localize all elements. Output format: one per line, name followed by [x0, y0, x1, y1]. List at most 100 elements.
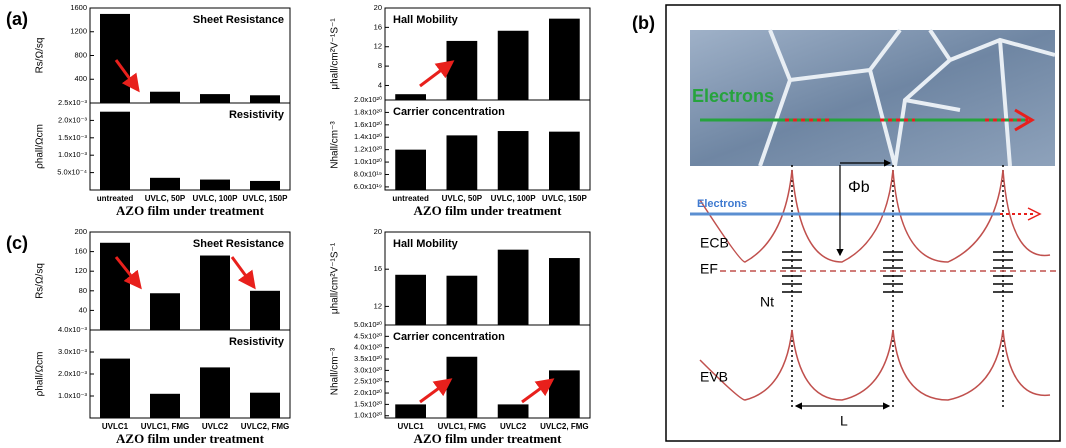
bar — [200, 256, 230, 330]
x-axis-label: AZO film under treatment — [116, 431, 265, 446]
y-tick-label: 4.0x10⁻³ — [58, 325, 87, 334]
bar — [549, 370, 580, 418]
arrow — [232, 257, 254, 287]
barrier-label: Φb — [848, 179, 870, 196]
y-tick-label: 1.2x10²⁰ — [354, 145, 382, 154]
conduction-band — [700, 170, 1050, 262]
x-tick-label: untreated — [392, 194, 429, 203]
y-tick-label: 1600 — [70, 3, 87, 12]
x-tick-label: UVLC, 150P — [542, 194, 588, 203]
y-tick-label: 3.5x10²⁰ — [354, 354, 382, 363]
y-tick-label: 800 — [74, 50, 87, 59]
bar — [498, 404, 529, 418]
y-tick-label: 20 — [374, 3, 382, 12]
bar — [250, 181, 280, 190]
x-tick-label: UVLC1, FMG — [141, 422, 189, 431]
y-tick-label: 2.0x10²⁰ — [354, 388, 382, 397]
plot-annotation: Sheet Resistance — [193, 14, 284, 26]
y-tick-label: 80 — [79, 286, 87, 295]
panel-label: (b) — [632, 13, 655, 33]
y-axis-label: Rs/Ω/sq — [35, 263, 46, 299]
y-tick-label: 2.5x10⁻³ — [58, 98, 87, 107]
x-axis-label: AZO film under treatment — [414, 431, 563, 446]
x-tick-label: UVLC1 — [398, 422, 425, 431]
plot-annotation: Resistivity — [229, 336, 285, 348]
ecb-label: ECB — [700, 235, 729, 251]
y-tick-label: 2.0x10⁻³ — [58, 115, 87, 124]
y-tick-label: 1.5x10⁻³ — [58, 133, 87, 142]
y-axis-label: μhall/cm²V⁻¹S⁻¹ — [330, 242, 341, 314]
x-tick-label: UVLC2, FMG — [241, 422, 289, 431]
y-tick-label: 2.0x10²⁰ — [354, 95, 382, 104]
diagram: Electrons Electrons Φb ECB EF Nt EVB L (… — [632, 5, 1060, 441]
bar — [498, 250, 529, 325]
y-tick-label: 160 — [74, 247, 87, 256]
figure: AZO film under treatment Nhall/cm⁻³ Carrie… — [0, 0, 1066, 448]
y-tick-label: 1.4x10²⁰ — [354, 132, 382, 141]
y-tick-label: 1.6x10²⁰ — [354, 120, 382, 129]
bar — [395, 150, 426, 190]
bar — [447, 357, 478, 418]
y-tick-label: 40 — [79, 305, 87, 314]
y-tick-label: 200 — [74, 227, 87, 236]
plot-annotation: Hall Mobility — [393, 238, 459, 250]
valence-band — [700, 330, 1050, 400]
arrow — [420, 380, 450, 402]
bar — [549, 19, 580, 100]
bar — [447, 276, 478, 325]
evb-label: EVB — [700, 369, 728, 385]
trap-states — [782, 252, 1013, 292]
bar — [150, 178, 180, 190]
x-tick-label: UVLC, 150P — [243, 194, 289, 203]
arrow-head — [1028, 208, 1040, 220]
trap-marks — [782, 252, 1013, 292]
y-tick-label: 3.0x10⁻³ — [58, 347, 87, 356]
y-tick-label: 4 — [378, 80, 382, 89]
band-electrons: Electrons — [697, 198, 747, 210]
plot-annotation: Resistivity — [229, 109, 285, 121]
y-tick-label: 6.0x10¹⁹ — [354, 182, 382, 191]
y-tick-label: 5.0x10⁻⁴ — [57, 168, 87, 177]
bar — [200, 180, 230, 190]
y-axis-label: Rs/Ω/sq — [35, 38, 46, 74]
bar — [498, 131, 529, 190]
x-axis-label: AZO film under treatment — [116, 203, 265, 218]
y-axis-label: Nhall/cm⁻³ — [330, 347, 341, 395]
y-tick-label: 4.0x10²⁰ — [354, 343, 382, 352]
bar — [100, 243, 130, 330]
bar — [250, 291, 280, 330]
y-tick-label: 1200 — [70, 27, 87, 36]
bar — [250, 95, 280, 103]
x-tick-label: UVLC1, FMG — [438, 422, 486, 431]
y-tick-label: 20 — [374, 227, 382, 236]
nt-label: Nt — [760, 294, 774, 310]
ef-label: EF — [700, 261, 718, 277]
y-tick-label: 1.0x10⁻³ — [58, 391, 87, 400]
x-tick-label: UVLC, 100P — [491, 194, 537, 203]
plot-annotation: Hall Mobility — [393, 14, 459, 26]
bar — [100, 14, 130, 103]
y-axis-label: ρhall/Ωcm — [35, 352, 46, 397]
bar — [549, 132, 580, 190]
bar — [549, 258, 580, 325]
x-tick-label: UVLC2 — [500, 422, 527, 431]
band-curves — [700, 170, 1050, 400]
y-tick-label: 1.0x10²⁰ — [354, 157, 382, 166]
y-tick-label: 1.0x10⁻³ — [58, 150, 87, 159]
plot-annotation: Carrier concentration — [393, 106, 505, 118]
y-axis-label: μhall/cm²V⁻¹S⁻¹ — [330, 18, 341, 90]
bar — [200, 94, 230, 103]
bar — [200, 367, 230, 418]
x-tick-label: UVLC, 50P — [145, 194, 186, 203]
y-tick-label: 16 — [374, 264, 382, 273]
panel-label: (a) — [6, 9, 28, 29]
x-tick-label: UVLC2, FMG — [540, 422, 588, 431]
y-tick-label: 4.5x10²⁰ — [354, 331, 382, 340]
x-tick-label: UVLC, 100P — [193, 194, 239, 203]
x-tick-label: UVLC, 50P — [442, 194, 483, 203]
y-axis-label: ρhall/Ωcm — [35, 124, 46, 169]
grain-electrons: Electrons — [692, 86, 774, 106]
y-axis-label: Nhall/cm⁻³ — [330, 121, 341, 169]
bar — [395, 275, 426, 325]
y-tick-label: 8.0x10¹⁹ — [354, 169, 382, 178]
